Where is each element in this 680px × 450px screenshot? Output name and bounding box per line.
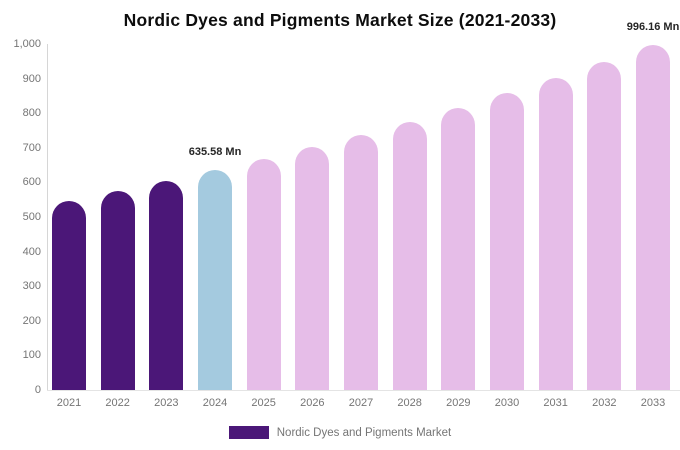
chart-title: Nordic Dyes and Pigments Market Size (20… [123,10,557,30]
bar-2027 [344,134,378,390]
bar-2025 [246,158,281,390]
x-axis-label-2030: 2030 [494,397,520,409]
x-axis-label-2021: 2021 [56,397,82,409]
bar-2033 [636,45,670,390]
y-axis-line [47,44,48,390]
bar-2029 [441,107,476,390]
y-axis-tick-1000: 1,000 [13,38,41,50]
x-axis-label-2023: 2023 [154,397,179,409]
y-axis-tick-700: 700 [22,141,41,154]
x-axis-label-2026: 2026 [300,397,325,409]
bar-2023 [149,180,184,390]
x-axis-label-2025: 2025 [251,397,276,409]
x-axis-label-2033: 2033 [640,397,666,409]
x-axis-label-2028: 2028 [397,397,422,409]
x-axis-label-2024: 2024 [202,397,228,409]
y-axis-tick-0: 0 [34,384,41,396]
y-axis-tick-900: 900 [22,72,41,85]
x-axis-label-2031: 2031 [543,397,568,409]
bar-2026 [295,147,330,390]
x-axis-label-2032: 2032 [592,397,617,409]
y-axis-tick-400: 400 [22,245,41,258]
legend: Nordic Dyes and Pigments Market [0,426,680,439]
y-axis-tick-500: 500 [22,211,41,223]
x-axis-label-2022: 2022 [105,397,130,409]
bar-2024 [198,170,232,390]
value-label-2033: 996.16 Mn [626,21,680,34]
bar-2031 [538,78,573,390]
bar-2030 [490,93,524,390]
legend-label: Nordic Dyes and Pigments Market [276,426,452,439]
x-axis-label-2029: 2029 [446,397,471,409]
legend-swatch [228,426,269,439]
bar-2021 [52,200,86,390]
bar-2032 [587,62,622,390]
y-axis-tick-300: 300 [22,280,41,293]
y-axis-tick-100: 100 [22,349,41,362]
bar-2028 [392,121,427,390]
y-axis-tick-600: 600 [22,176,41,189]
bar-2022 [100,191,135,390]
x-axis-line [47,390,680,391]
y-axis-tick-200: 200 [22,314,41,327]
y-axis-tick-800: 800 [22,107,41,120]
x-axis-label-2027: 2027 [348,397,374,409]
value-label-2024: 635.58 Mn [188,146,242,159]
